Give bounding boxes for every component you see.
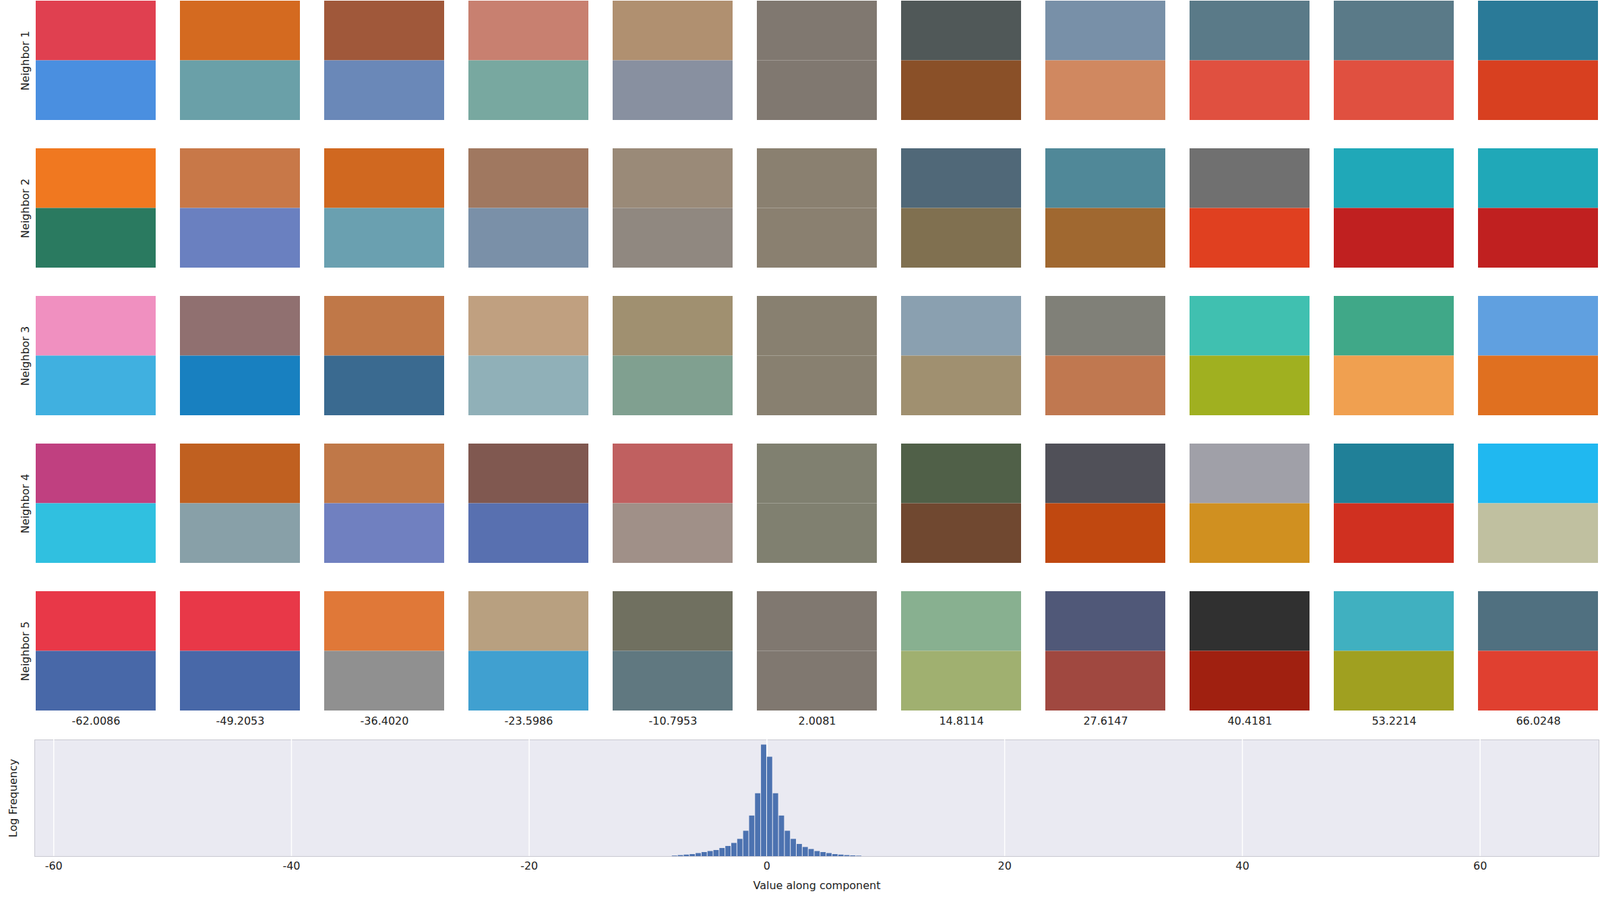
svg-text:60: 60	[1473, 859, 1487, 873]
svg-text:40.4181: 40.4181	[1227, 714, 1272, 728]
svg-text:53.2214: 53.2214	[1371, 714, 1417, 728]
svg-text:-40: -40	[282, 859, 300, 873]
svg-text:Neighbor 4: Neighbor 4	[18, 473, 32, 534]
svg-text:-60: -60	[45, 859, 63, 873]
svg-text:0: 0	[763, 859, 771, 873]
svg-text:Neighbor 5: Neighbor 5	[18, 621, 32, 681]
svg-text:66.0248: 66.0248	[1515, 714, 1561, 728]
svg-text:Value along component: Value along component	[753, 878, 881, 892]
svg-text:-10.7953: -10.7953	[649, 714, 698, 728]
svg-text:Neighbor 3: Neighbor 3	[18, 326, 32, 386]
svg-text:Log Frequency: Log Frequency	[6, 758, 20, 838]
svg-text:14.8114: 14.8114	[938, 714, 984, 728]
svg-text:20: 20	[997, 859, 1011, 873]
svg-text:2.0081: 2.0081	[798, 714, 837, 728]
svg-text:-49.2053: -49.2053	[216, 714, 265, 728]
svg-text:-62.0086: -62.0086	[72, 714, 121, 728]
svg-text:-20: -20	[520, 859, 538, 873]
svg-text:-23.5986: -23.5986	[504, 714, 554, 728]
svg-text:27.6147: 27.6147	[1083, 714, 1128, 728]
svg-text:Neighbor 1: Neighbor 1	[18, 31, 32, 91]
svg-text:-36.4020: -36.4020	[360, 714, 410, 728]
svg-text:40: 40	[1235, 859, 1249, 873]
svg-text:Neighbor 2: Neighbor 2	[18, 178, 32, 238]
